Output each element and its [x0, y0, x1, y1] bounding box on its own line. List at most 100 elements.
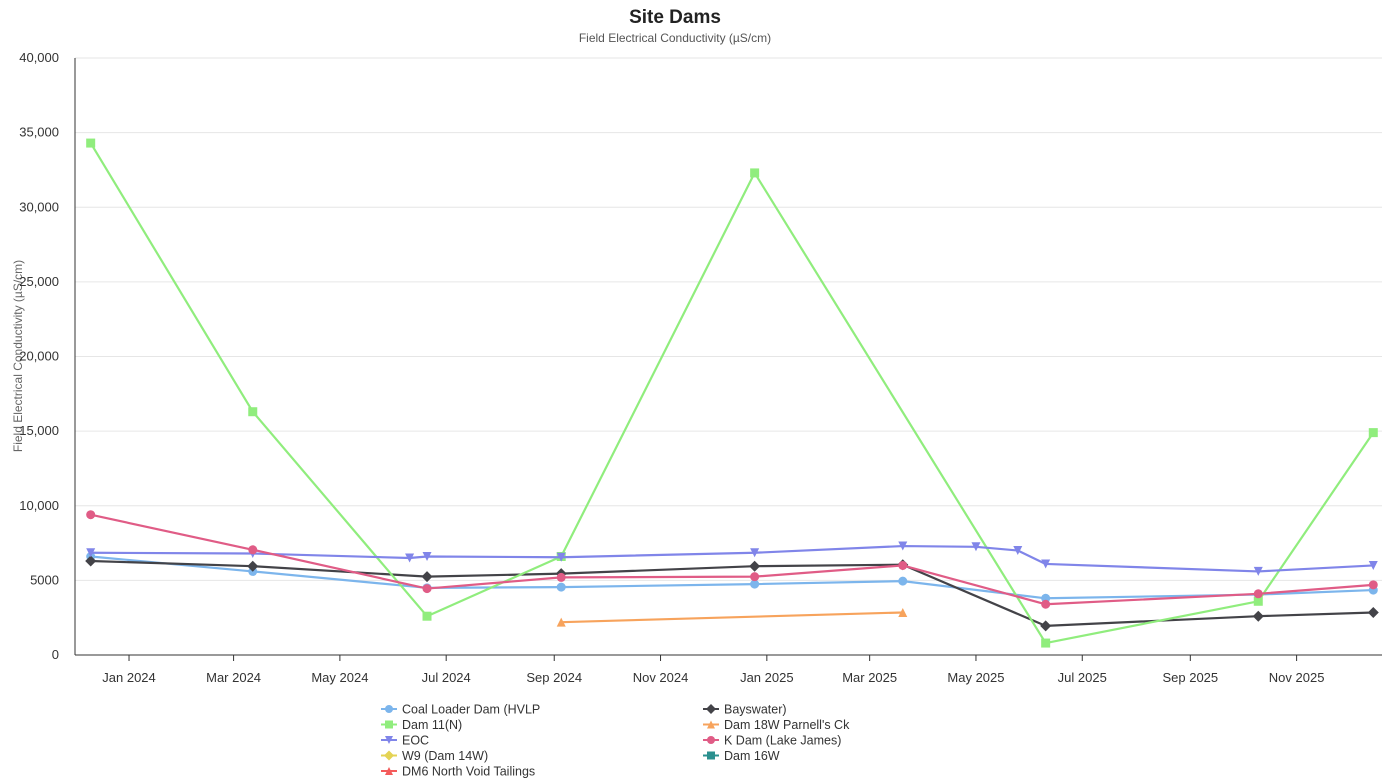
data-point — [1253, 596, 1263, 606]
x-tick-label: Sep 2024 — [526, 670, 582, 685]
legend-label: Coal Loader Dam (HVLP — [402, 703, 540, 717]
legend-marker — [385, 736, 393, 744]
data-point — [750, 168, 760, 178]
x-tick-label: Jul 2025 — [1058, 670, 1107, 685]
legend-marker — [385, 767, 393, 775]
legend-label: Dam 18W Parnell's Ck — [724, 718, 850, 732]
data-point — [1253, 566, 1263, 576]
legend-item[interactable]: K Dam (Lake James) — [703, 734, 841, 748]
series-dam-11-n — [86, 138, 1378, 648]
data-point — [405, 553, 415, 563]
y-axis-ticks: 0 5000 10,000 15,000 20,000 25,000 30,000 35,00… — [19, 50, 59, 662]
data-point — [1368, 560, 1378, 570]
series-line — [89, 142, 1375, 645]
x-tick-label: May 2024 — [311, 670, 368, 685]
data-point — [86, 548, 96, 558]
legend-label: K Dam (Lake James) — [724, 734, 841, 748]
data-point — [85, 555, 97, 567]
legend-item[interactable]: EOC — [381, 734, 429, 748]
series-line — [90, 544, 1374, 573]
x-tick-label: Jan 2025 — [740, 670, 794, 685]
data-point — [1253, 589, 1263, 599]
legend-marker — [707, 720, 715, 729]
x-tick-label: Mar 2025 — [842, 670, 897, 685]
legend-marker — [707, 751, 715, 760]
legend-item[interactable]: Dam 16W — [703, 749, 780, 763]
legend-label: DM6 North Void Tailings — [402, 765, 535, 779]
data-point — [898, 576, 908, 586]
x-tick-label: Jul 2024 — [422, 670, 471, 685]
legend-item[interactable]: Dam 11(N) — [381, 718, 462, 732]
y-tick-label: 30,000 — [19, 199, 59, 214]
y-tick-label: 25,000 — [19, 274, 59, 289]
data-point — [750, 579, 760, 589]
series-bayswater — [85, 555, 1379, 632]
x-tick-label: Jan 2024 — [102, 670, 156, 685]
series-eoc — [86, 541, 1378, 576]
x-axis-ticks: Jan 2024 Mar 2024 May 2024 Jul 2024 Sep 2024… — [102, 655, 1324, 685]
data-point — [422, 551, 432, 561]
axes — [74, 58, 1382, 656]
data-point — [750, 548, 760, 558]
data-point — [971, 542, 981, 552]
data-point — [749, 560, 761, 572]
series-group — [85, 138, 1379, 648]
data-point — [556, 617, 566, 627]
legend-item[interactable]: DM6 North Void Tailings — [381, 765, 535, 779]
data-point — [1367, 606, 1379, 618]
data-point — [421, 571, 433, 583]
series-dam-18w-parnell-s-ck — [556, 607, 908, 627]
data-point — [1368, 428, 1378, 438]
series-line — [561, 611, 903, 624]
legend-marker — [385, 705, 393, 713]
chart-title: Site Dams — [629, 7, 721, 28]
legend-label: Bayswater) — [724, 703, 787, 717]
data-point — [1041, 638, 1051, 648]
data-point — [86, 138, 96, 148]
data-point — [1252, 610, 1264, 622]
chart-subtitle: Field Electrical Conductivity (µS/cm) — [579, 31, 771, 45]
y-tick-label: 5000 — [30, 572, 59, 587]
data-point — [556, 572, 566, 582]
legend-label: EOC — [402, 734, 429, 748]
data-point — [86, 510, 96, 520]
data-point — [556, 552, 566, 562]
legend-label: Dam 11(N) — [402, 718, 462, 732]
x-tick-label: Mar 2024 — [206, 670, 261, 685]
x-tick-label: Sep 2025 — [1162, 670, 1218, 685]
legend[interactable]: Coal Loader Dam (HVLP Bayswater) Dam 11(N)… — [381, 703, 850, 779]
data-point — [248, 545, 258, 555]
data-point — [422, 584, 432, 594]
data-point — [750, 572, 760, 582]
data-point — [898, 541, 908, 551]
data-point — [556, 582, 566, 592]
legend-label: Dam 16W — [724, 749, 780, 763]
y-tick-label: 0 — [52, 647, 59, 662]
y-axis-label: Field Electrical Conductivity (µS/cm) — [11, 260, 25, 452]
y-tick-label: 15,000 — [19, 423, 59, 438]
y-tick-label: 40,000 — [19, 50, 59, 65]
legend-item[interactable]: Bayswater) — [703, 703, 787, 717]
legend-label: W9 (Dam 14W) — [402, 749, 488, 763]
data-point — [248, 407, 258, 417]
legend-item[interactable]: W9 (Dam 14W) — [381, 749, 488, 763]
legend-marker — [384, 750, 394, 761]
x-tick-label: Nov 2024 — [633, 670, 689, 685]
x-tick-label: Nov 2025 — [1269, 670, 1325, 685]
legend-item[interactable]: Dam 18W Parnell's Ck — [703, 718, 850, 732]
gridlines — [75, 57, 1382, 581]
data-point — [898, 607, 908, 617]
series-line — [90, 513, 1374, 606]
data-point — [1040, 620, 1052, 632]
data-point — [247, 560, 259, 572]
data-point — [1013, 546, 1023, 556]
legend-marker — [707, 736, 715, 744]
y-tick-label: 10,000 — [19, 498, 59, 513]
legend-item[interactable]: Coal Loader Dam (HVLP — [381, 703, 540, 717]
legend-marker — [385, 720, 393, 729]
data-point — [1368, 580, 1378, 590]
data-point — [1041, 559, 1051, 569]
data-point — [898, 560, 908, 570]
legend-marker — [706, 704, 716, 714]
